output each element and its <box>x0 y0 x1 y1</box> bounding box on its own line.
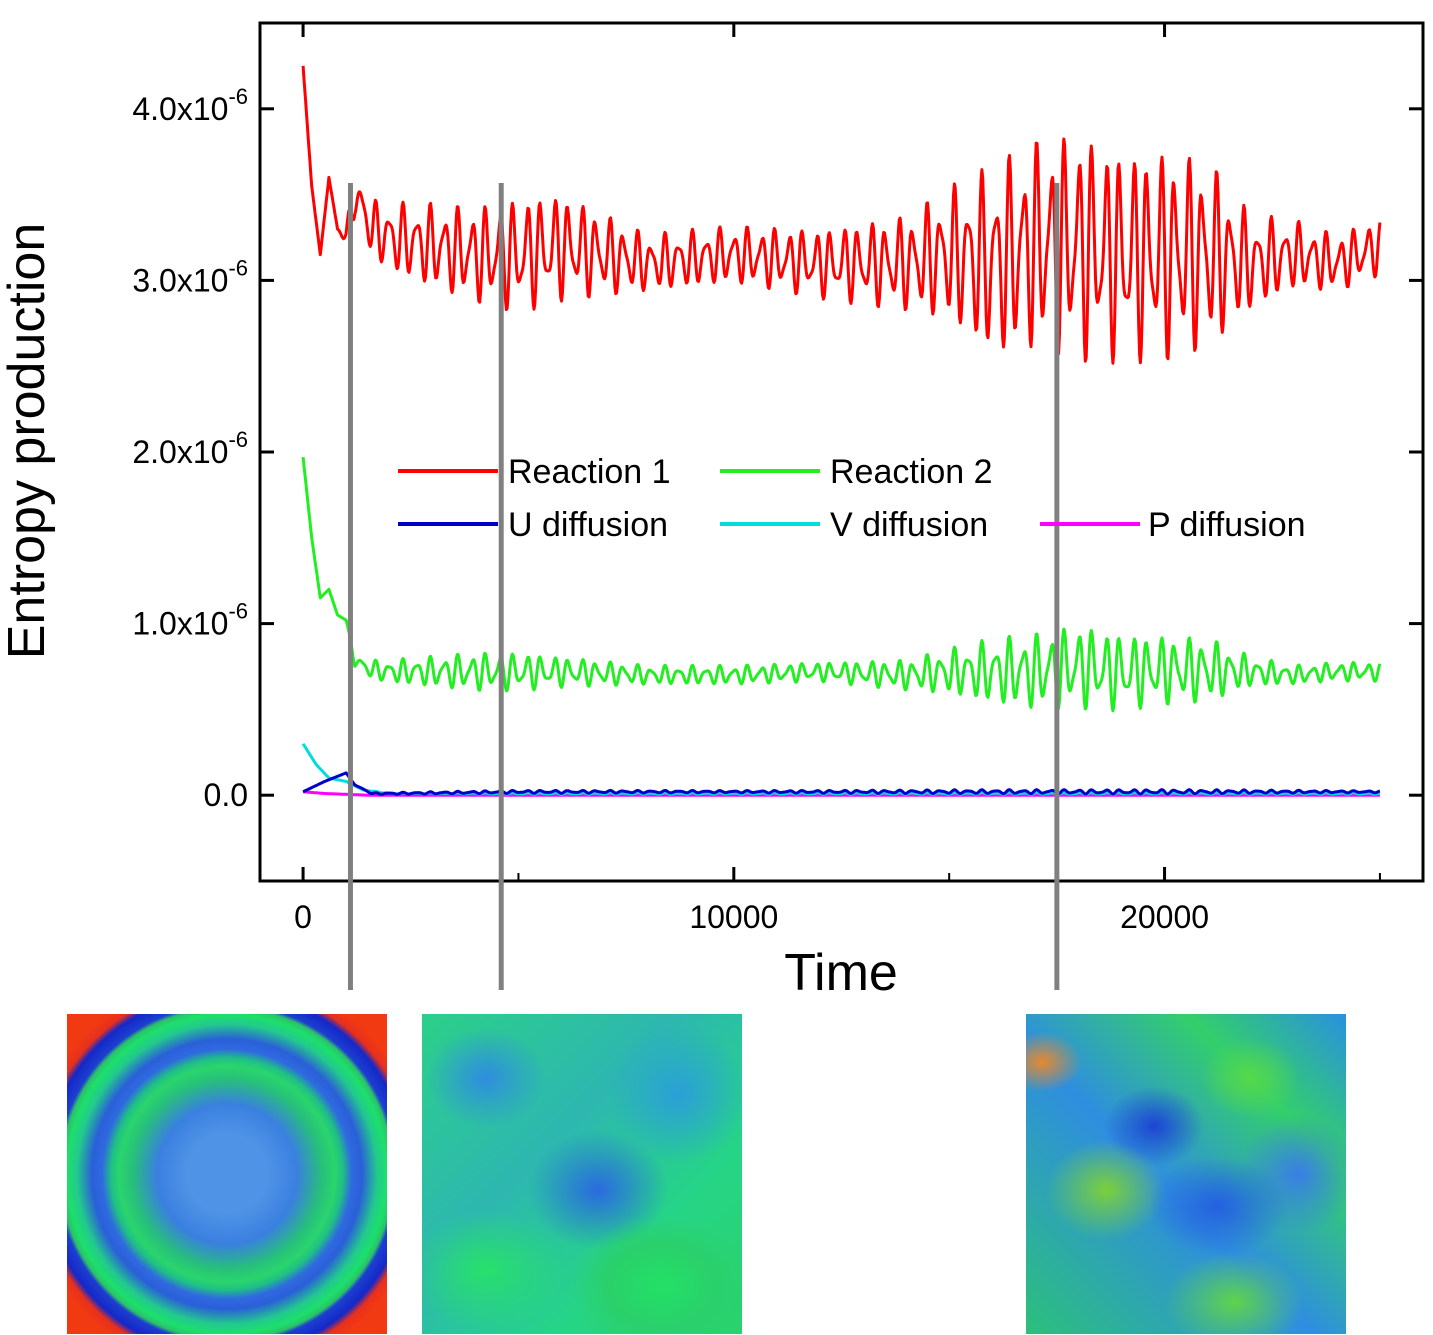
snapshot-markers <box>347 183 1060 990</box>
series-line-reaction-1 <box>301 65 1382 365</box>
x-tick-label: 10000 <box>689 899 778 935</box>
y-tick-label: 3.0x10-6 <box>132 255 248 298</box>
legend: Reaction 1 Reaction 2 U diffusion V diffusi… <box>398 453 1306 544</box>
x-tick-label: 0 <box>294 899 312 935</box>
y-tick-label: 4.0x10-6 <box>132 84 248 127</box>
x-axis-title: Time <box>784 944 898 1000</box>
legend-label: U diffusion <box>508 506 668 544</box>
pattern-snapshot-3 <box>1026 1014 1346 1334</box>
series-layer <box>301 65 1382 797</box>
plot-frame <box>258 21 1425 883</box>
legend-label: Reaction 1 <box>508 453 671 491</box>
series-line-v-diffusion <box>301 742 1381 796</box>
legend-label: P diffusion <box>1148 506 1306 544</box>
y-tick-label: 0.0 <box>204 777 248 813</box>
pattern-snapshot-2 <box>422 1014 742 1334</box>
pattern-snapshot-1 <box>67 1014 387 1334</box>
series-line-reaction-2 <box>301 456 1382 713</box>
legend-label: V diffusion <box>830 506 988 544</box>
series-line-p-diffusion <box>302 790 1381 797</box>
y-tick-label: 2.0x10-6 <box>132 427 248 470</box>
series-line-u-diffusion <box>302 771 1381 796</box>
legend-label: Reaction 2 <box>830 453 993 491</box>
entropy-production-chart: 0 10000 20000 0.0 1.0x10-6 2.0x10-6 3.0x10-6 4.… <box>0 21 1425 1000</box>
y-tick-label: 1.0x10-6 <box>132 599 248 642</box>
y-axis-title: Entropy production <box>0 223 56 660</box>
axis-ticks: 0 10000 20000 0.0 1.0x10-6 2.0x10-6 3.0x10-6 4.… <box>132 23 1423 935</box>
x-tick-label: 20000 <box>1120 899 1209 935</box>
